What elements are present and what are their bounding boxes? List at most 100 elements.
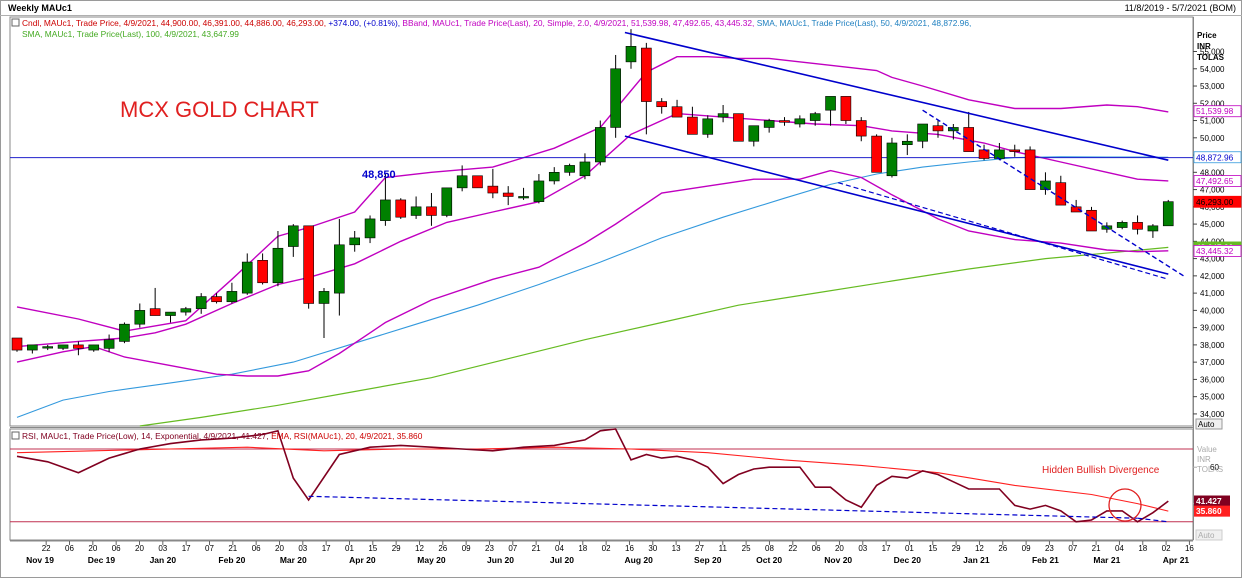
time-month-label: Jun 20 bbox=[487, 555, 514, 565]
candle-down bbox=[395, 199, 407, 218]
candle-up bbox=[380, 199, 391, 221]
candle-down bbox=[1009, 149, 1021, 152]
time-day-label: 21 bbox=[532, 544, 541, 553]
candle-up bbox=[57, 344, 69, 349]
price-tick-label: 39,000 bbox=[1200, 324, 1225, 333]
time-day-label: 11 bbox=[719, 544, 728, 553]
price-header-2: INR bbox=[1197, 42, 1211, 51]
price-tick-label: 41,000 bbox=[1200, 289, 1225, 298]
candle-up bbox=[809, 113, 821, 121]
time-month-label: Oct 20 bbox=[756, 555, 782, 565]
price-value-tag-text: 51,539.98 bbox=[1196, 106, 1234, 116]
time-day-label: 03 bbox=[858, 544, 867, 553]
candle-down bbox=[687, 116, 698, 135]
time-day-label: 23 bbox=[485, 544, 494, 553]
candle-down bbox=[1132, 222, 1143, 230]
candle-up bbox=[594, 127, 606, 163]
rsi-divergence-line bbox=[308, 495, 1138, 519]
time-day-label: 21 bbox=[228, 544, 237, 553]
time-day-label: 25 bbox=[742, 544, 751, 553]
time-day-label: 29 bbox=[952, 544, 961, 553]
support-dashed-line bbox=[838, 182, 1169, 280]
rsi-header-1: Value bbox=[1197, 445, 1217, 454]
price-value-tag-text: 43,445.32 bbox=[1196, 246, 1234, 256]
candle-up bbox=[579, 161, 591, 177]
price-pane[interactable] bbox=[9, 16, 1194, 427]
sma100-line bbox=[139, 246, 1169, 427]
candle-up bbox=[901, 140, 913, 146]
time-day-label: 08 bbox=[765, 544, 774, 553]
price-tick-label: 35,000 bbox=[1200, 393, 1225, 402]
legend-segment: RSI, MAUc1, Trade Price(Low), 14, Expone… bbox=[22, 431, 271, 441]
time-day-label: 15 bbox=[368, 544, 377, 553]
candle-up bbox=[794, 118, 806, 125]
auto-scale-button[interactable] bbox=[1195, 418, 1223, 430]
time-day-label: 04 bbox=[1115, 544, 1124, 553]
candle-down bbox=[502, 192, 514, 197]
time-day-label: 01 bbox=[345, 544, 354, 553]
price-value-tag bbox=[1193, 151, 1242, 164]
rsi-value-tag-text: 41.427 bbox=[1196, 496, 1222, 506]
time-day-label: 29 bbox=[392, 544, 401, 553]
time-day-label: 09 bbox=[1022, 544, 1031, 553]
candle-down bbox=[671, 106, 683, 118]
time-day-label: 06 bbox=[252, 544, 261, 553]
time-day-label: 06 bbox=[812, 544, 821, 553]
window-title: Weekly MAUc1 bbox=[8, 3, 72, 13]
candle-down bbox=[855, 120, 867, 137]
rsi-value-tag-text: 35.860 bbox=[1196, 506, 1222, 516]
candle-down bbox=[1086, 209, 1097, 232]
candle-up bbox=[564, 165, 575, 173]
time-day-label: 15 bbox=[928, 544, 937, 553]
time-day-label: 26 bbox=[438, 544, 447, 553]
trend-channel bbox=[624, 31, 1184, 280]
candle-up bbox=[748, 125, 760, 142]
candle-up bbox=[1162, 201, 1174, 227]
price-tick-label: 36,000 bbox=[1200, 375, 1225, 384]
time-day-label: 20 bbox=[135, 544, 144, 553]
price-tick-label: 55,000 bbox=[1200, 48, 1225, 57]
time-day-label: 03 bbox=[158, 544, 167, 553]
candle-up bbox=[994, 149, 1005, 159]
candle-up bbox=[917, 123, 928, 142]
time-month-label: Apr 21 bbox=[1163, 555, 1190, 565]
candle-down bbox=[303, 225, 314, 304]
time-month-label: Feb 20 bbox=[218, 555, 245, 565]
rsi-pane[interactable] bbox=[9, 428, 1194, 541]
candle-down bbox=[733, 113, 744, 142]
candle-down bbox=[211, 296, 222, 303]
candle-down bbox=[487, 185, 499, 194]
candle-up bbox=[533, 180, 545, 202]
candle-down bbox=[932, 125, 944, 132]
auto-scale-button-rsi[interactable] bbox=[1195, 529, 1223, 541]
time-day-label: 06 bbox=[65, 544, 74, 553]
time-day-label: 02 bbox=[602, 544, 611, 553]
candle-up bbox=[349, 237, 361, 246]
time-month-label: Jan 20 bbox=[150, 555, 177, 565]
candle-down bbox=[1024, 149, 1036, 190]
legend-toggle-rsi[interactable] bbox=[11, 431, 20, 440]
price-value-tag bbox=[1193, 195, 1242, 208]
candle-up bbox=[42, 346, 54, 349]
candle-up bbox=[717, 113, 729, 118]
time-day-label: 20 bbox=[275, 544, 284, 553]
price-axis: 34,000 35,000 36,000 37,000 38,000 39,000 40,0… bbox=[1193, 48, 1225, 419]
time-day-label: 22 bbox=[42, 544, 51, 553]
candle-up bbox=[241, 261, 253, 294]
bband-lower-line bbox=[16, 169, 1169, 377]
legend-segment: BBand, MAUc1, Trade Price(Last), 20, Sim… bbox=[402, 18, 756, 28]
candle-up bbox=[610, 68, 621, 128]
time-day-label: 07 bbox=[1068, 544, 1077, 553]
candle-down bbox=[11, 337, 23, 351]
candle-down bbox=[963, 127, 975, 152]
candle-up bbox=[165, 311, 176, 316]
auto-scale-button-label: Auto bbox=[1198, 420, 1215, 429]
time-day-label: 17 bbox=[882, 544, 891, 553]
chart-title-annotation: MCX GOLD CHART bbox=[120, 97, 319, 122]
candle-up bbox=[886, 142, 898, 177]
time-day-label: 17 bbox=[322, 544, 331, 553]
time-month-label: Mar 21 bbox=[1093, 555, 1120, 565]
legend-toggle-1[interactable] bbox=[11, 18, 20, 27]
time-day-label: 26 bbox=[998, 544, 1007, 553]
